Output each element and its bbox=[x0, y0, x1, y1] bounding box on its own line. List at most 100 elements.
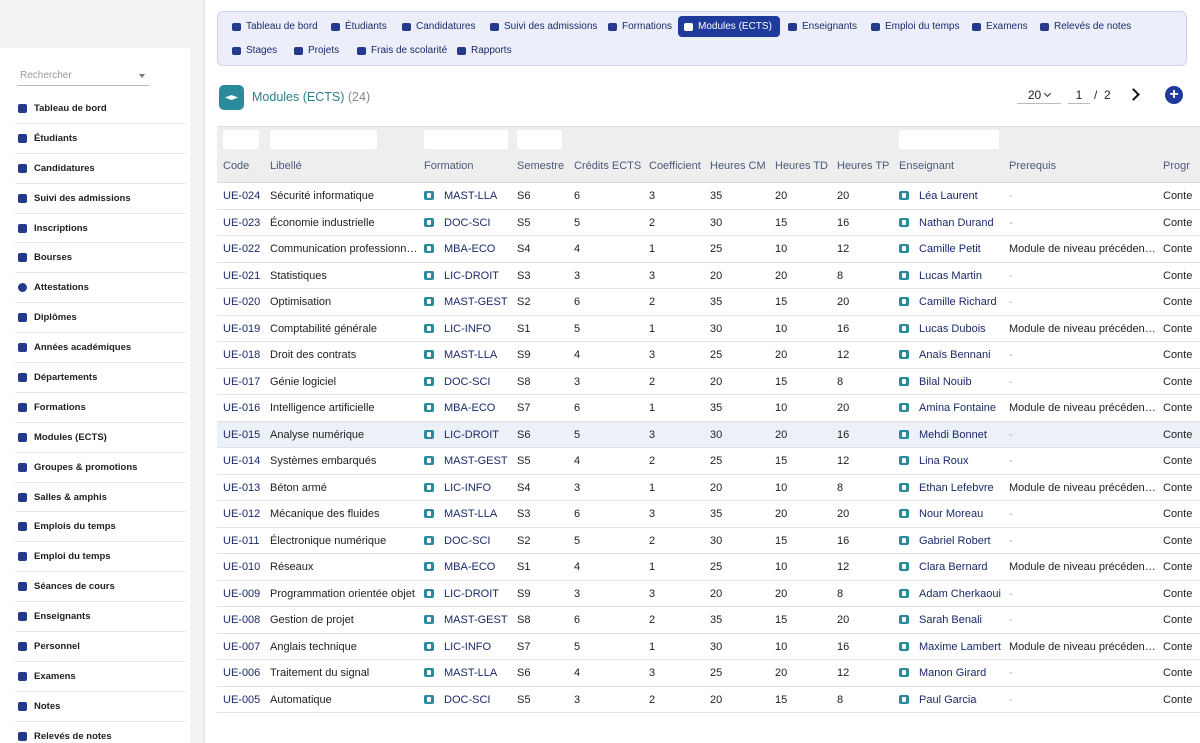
cell-enseignant[interactable]: Camille Petit bbox=[899, 236, 1007, 262]
column-header[interactable]: Formation bbox=[424, 160, 474, 172]
column-filter-input[interactable] bbox=[223, 130, 259, 149]
cell-code[interactable]: UE-013 bbox=[223, 481, 261, 494]
table-row[interactable]: UE-024 Sécurité informatique MAST-LLA S6 6 3 3… bbox=[217, 183, 1200, 210]
sidebar-item[interactable]: Salles & amphis bbox=[15, 483, 186, 513]
sidebar-item[interactable]: Emploi du temps bbox=[15, 542, 186, 573]
cell-formation[interactable]: LIC-DROIT bbox=[424, 263, 514, 289]
sidebar-item[interactable]: Enseignants bbox=[15, 602, 186, 633]
cell-code[interactable]: UE-015 bbox=[223, 428, 261, 441]
cell-enseignant[interactable]: Lucas Dubois bbox=[899, 316, 1007, 342]
cell-formation[interactable]: LIC-DROIT bbox=[424, 581, 514, 607]
cell-enseignant[interactable]: Sarah Benali bbox=[899, 607, 1007, 633]
cell-formation[interactable]: MAST-LLA bbox=[424, 501, 514, 527]
sidebar-item[interactable]: Diplômes bbox=[15, 303, 186, 334]
cell-formation[interactable]: MBA-ECO bbox=[424, 236, 514, 262]
table-row[interactable]: UE-016 Intelligence artificielle MBA-ECO S7… bbox=[217, 395, 1200, 422]
cell-formation[interactable]: LIC-INFO bbox=[424, 634, 514, 660]
cell-enseignant[interactable]: Manon Girard bbox=[899, 660, 1007, 686]
tab-item[interactable]: Formations bbox=[602, 16, 680, 37]
column-header[interactable]: Semestre bbox=[517, 160, 565, 172]
table-row[interactable]: UE-009 Programmation orientée objet LIC-DR… bbox=[217, 581, 1200, 607]
cell-enseignant[interactable]: Mehdi Bonnet bbox=[899, 422, 1007, 448]
cell-enseignant[interactable]: Ethan Lefebvre bbox=[899, 475, 1007, 501]
cell-code[interactable]: UE-024 bbox=[223, 190, 261, 202]
cell-enseignant[interactable]: Bilal Nouib bbox=[899, 369, 1007, 395]
table-row[interactable]: UE-013 Béton armé LIC-INFO S4 3 1 20 10 8 Ethan L… bbox=[217, 475, 1200, 501]
tab-item[interactable]: Tableau de bord bbox=[226, 16, 326, 37]
cell-formation[interactable]: LIC-DROIT bbox=[424, 422, 514, 448]
tab-item[interactable]: Suivi des admissions bbox=[484, 16, 605, 37]
sidebar-search-select[interactable]: Rechercher bbox=[17, 66, 149, 86]
cell-enseignant[interactable]: Léa Laurent bbox=[899, 183, 1007, 209]
sidebar-item[interactable]: Suivi des admissions bbox=[15, 184, 186, 214]
cell-enseignant[interactable]: Amina Fontaine bbox=[899, 395, 1007, 421]
cell-enseignant[interactable]: Adam Cherkaoui bbox=[899, 581, 1007, 607]
next-page-icon[interactable] bbox=[1128, 87, 1140, 101]
tab-item[interactable]: Stages bbox=[226, 40, 285, 61]
sidebar-item[interactable]: Attestations bbox=[15, 273, 186, 304]
tab-item[interactable]: Étudiants bbox=[325, 16, 395, 37]
table-row[interactable]: UE-018 Droit des contrats MAST-LLA S9 4 3 25 20… bbox=[217, 342, 1200, 369]
column-filter-input[interactable] bbox=[899, 130, 999, 149]
sidebar-item[interactable]: Notes bbox=[15, 692, 186, 722]
sidebar-item[interactable]: Départements bbox=[15, 363, 186, 393]
column-header[interactable]: Code bbox=[223, 160, 250, 172]
table-row[interactable]: UE-012 Mécanique des fluides MAST-LLA S3 6 3 3… bbox=[217, 501, 1200, 528]
cell-formation[interactable]: DOC-SCI bbox=[424, 210, 514, 236]
cell-code[interactable]: UE-005 bbox=[223, 693, 261, 706]
column-header[interactable]: Libellé bbox=[270, 160, 302, 172]
sidebar-item[interactable]: Relevés de notes bbox=[15, 722, 186, 743]
cell-code[interactable]: UE-010 bbox=[223, 561, 261, 573]
column-header[interactable]: Heures TD bbox=[775, 160, 828, 172]
sidebar-item[interactable]: Emplois du temps bbox=[15, 512, 186, 543]
sidebar-item[interactable]: Modules (ECTS) bbox=[15, 423, 186, 453]
cell-enseignant[interactable]: Nathan Durand bbox=[899, 210, 1007, 236]
table-row[interactable]: UE-006 Traitement du signal MAST-LLA S6 4 3 25… bbox=[217, 660, 1200, 687]
table-row[interactable]: UE-008 Gestion de projet MAST-GEST S8 6 2 35 15… bbox=[217, 607, 1200, 634]
sidebar-item[interactable]: Inscriptions bbox=[15, 214, 186, 244]
sidebar-item[interactable]: Tableau de bord bbox=[15, 94, 186, 124]
cell-code[interactable]: UE-022 bbox=[223, 243, 261, 255]
cell-enseignant[interactable]: Maxime Lambert bbox=[899, 634, 1007, 660]
table-row[interactable]: UE-019 Comptabilité générale LIC-INFO S1 5 1 3… bbox=[217, 316, 1200, 342]
cell-formation[interactable]: DOC-SCI bbox=[424, 369, 514, 395]
cell-formation[interactable]: MBA-ECO bbox=[424, 554, 514, 580]
cell-enseignant[interactable]: Clara Bernard bbox=[899, 554, 1007, 580]
cell-formation[interactable]: MAST-LLA bbox=[424, 183, 514, 209]
tab-item[interactable]: Relevés de notes bbox=[1034, 16, 1139, 37]
cell-code[interactable]: UE-018 bbox=[223, 349, 261, 361]
cell-code[interactable]: UE-014 bbox=[223, 455, 261, 467]
tab-item[interactable]: Emploi du temps bbox=[865, 16, 967, 37]
cell-code[interactable]: UE-020 bbox=[223, 296, 261, 308]
cell-formation[interactable]: DOC-SCI bbox=[424, 687, 514, 713]
cell-formation[interactable]: LIC-INFO bbox=[424, 475, 514, 501]
table-row[interactable]: UE-015 Analyse numérique LIC-DROIT S6 5 3 30 20… bbox=[217, 421, 1200, 448]
cell-enseignant[interactable]: Gabriel Robert bbox=[899, 528, 1007, 554]
cell-enseignant[interactable]: Paul Garcia bbox=[899, 687, 1007, 713]
table-row[interactable]: UE-005 Automatique DOC-SCI S5 3 2 20 15 8 Paul Ga… bbox=[217, 687, 1200, 713]
cell-code[interactable]: UE-007 bbox=[223, 640, 261, 653]
tab-item[interactable]: Frais de scolarité bbox=[351, 40, 455, 61]
cell-code[interactable]: UE-008 bbox=[223, 614, 261, 626]
cell-enseignant[interactable]: Nour Moreau bbox=[899, 501, 1007, 527]
table-row[interactable]: UE-011 Électronique numérique DOC-SCI S2 5 2 3… bbox=[217, 528, 1200, 554]
cell-code[interactable]: UE-021 bbox=[223, 269, 261, 282]
sidebar-item[interactable]: Séances de cours bbox=[15, 572, 186, 603]
cell-formation[interactable]: LIC-INFO bbox=[424, 316, 514, 342]
cell-enseignant[interactable]: Lucas Martin bbox=[899, 263, 1007, 289]
sidebar-item[interactable]: Étudiants bbox=[15, 124, 186, 154]
column-header[interactable]: Heures CM bbox=[710, 160, 766, 172]
table-row[interactable]: UE-023 Économie industrielle DOC-SCI S5 5 2 30… bbox=[217, 210, 1200, 236]
table-row[interactable]: UE-022 Communication professionn… MBA-ECO S… bbox=[217, 236, 1200, 263]
tab-item[interactable]: Examens bbox=[966, 16, 1036, 37]
sidebar-item[interactable]: Candidatures bbox=[15, 154, 186, 184]
cell-code[interactable]: UE-016 bbox=[223, 402, 261, 414]
sidebar-item[interactable]: Personnel bbox=[15, 632, 186, 662]
sidebar-item[interactable]: Bourses bbox=[15, 243, 186, 274]
cell-formation[interactable]: MAST-GEST bbox=[424, 289, 514, 315]
cell-formation[interactable]: DOC-SCI bbox=[424, 528, 514, 554]
column-header[interactable]: Enseignant bbox=[899, 160, 955, 172]
column-header[interactable]: Progr bbox=[1163, 160, 1190, 172]
tab-item[interactable]: Rapports bbox=[451, 40, 520, 61]
table-row[interactable]: UE-021 Statistiques LIC-DROIT S3 3 3 20 20 8 Luca… bbox=[217, 263, 1200, 289]
